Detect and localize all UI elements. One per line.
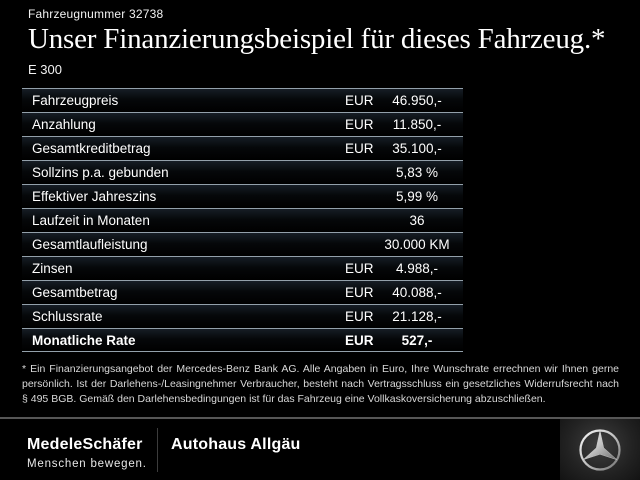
row-currency: EUR: [345, 285, 374, 300]
table-row: Gesamtlaufleistung 30.000 KM: [22, 232, 463, 256]
footer-vertical-separator: [157, 428, 158, 472]
table-row: Effektiver Jahreszins 5,99 %: [22, 184, 463, 208]
table-row: Zinsen EUR 4.988,-: [22, 256, 463, 280]
row-label: Effektiver Jahreszins: [32, 189, 157, 204]
table-row: Gesamtkreditbetrag EUR 35.100,-: [22, 136, 463, 160]
row-value: 30.000 KM: [384, 237, 450, 252]
mercedes-star-icon: [579, 428, 621, 471]
row-currency: EUR: [345, 261, 374, 276]
table-row: Anzahlung EUR 11.850,-: [22, 112, 463, 136]
dealer-logo-medele-schaefer: MedeleSchäfer Menschen bewegen.: [27, 436, 147, 470]
footer: MedeleSchäfer Menschen bewegen. Autohaus…: [0, 419, 640, 480]
financing-table: Fahrzeugpreis EUR 46.950,- Anzahlung EUR…: [22, 88, 463, 352]
row-value: 21.128,-: [392, 309, 442, 324]
dealer-logo-autohaus-allgaeu: Autohaus Allgäu: [171, 436, 301, 453]
row-label: Sollzins p.a. gebunden: [32, 165, 169, 180]
table-row: Schlussrate EUR 21.128,-: [22, 304, 463, 328]
row-label: Gesamtkreditbetrag: [32, 141, 151, 156]
table-row: Fahrzeugpreis EUR 46.950,-: [22, 88, 463, 112]
footer-divider: [0, 417, 640, 419]
row-currency: EUR: [345, 309, 374, 324]
row-value: 40.088,-: [392, 285, 442, 300]
row-currency: EUR: [345, 141, 374, 156]
row-currency: EUR: [345, 332, 374, 348]
table-row: Gesamtbetrag EUR 40.088,-: [22, 280, 463, 304]
row-label: Fahrzeugpreis: [32, 93, 119, 108]
row-value: 35.100,-: [392, 141, 442, 156]
vehicle-model: E 300: [28, 61, 62, 77]
row-currency: EUR: [345, 93, 374, 108]
page-title: Unser Finanzierungsbeispiel für dieses F…: [28, 23, 606, 55]
dealer-tagline: Menschen bewegen.: [27, 458, 147, 470]
row-value: 36: [409, 213, 425, 228]
row-value: 11.850,-: [392, 117, 442, 132]
vehicle-number: Fahrzeugnummer 32738: [28, 7, 164, 21]
brand-logo-box: [560, 419, 640, 480]
table-row-monthly-rate: Monatliche Rate EUR 527,-: [22, 328, 463, 352]
legal-footnote: * Ein Finanzierungsangebot der Mercedes-…: [22, 363, 619, 406]
row-label: Gesamtlaufleistung: [32, 237, 148, 252]
row-label: Laufzeit in Monaten: [32, 213, 150, 228]
header: Fahrzeugnummer 32738 Unser Finanzierungs…: [28, 7, 628, 77]
row-label: Anzahlung: [32, 117, 96, 132]
row-value: 527,-: [401, 332, 433, 348]
row-label: Monatliche Rate: [32, 332, 136, 348]
row-value: 4.988,-: [395, 261, 439, 276]
row-label: Gesamtbetrag: [32, 285, 118, 300]
row-value: 46.950,-: [392, 93, 442, 108]
dealer-name: MedeleSchäfer: [27, 436, 143, 453]
row-value: 5,83 %: [395, 165, 439, 180]
row-label: Zinsen: [32, 261, 73, 276]
row-label: Schlussrate: [32, 309, 103, 324]
table-row: Sollzins p.a. gebunden 5,83 %: [22, 160, 463, 184]
row-currency: EUR: [345, 117, 374, 132]
row-value: 5,99 %: [395, 189, 439, 204]
table-row: Laufzeit in Monaten 36: [22, 208, 463, 232]
